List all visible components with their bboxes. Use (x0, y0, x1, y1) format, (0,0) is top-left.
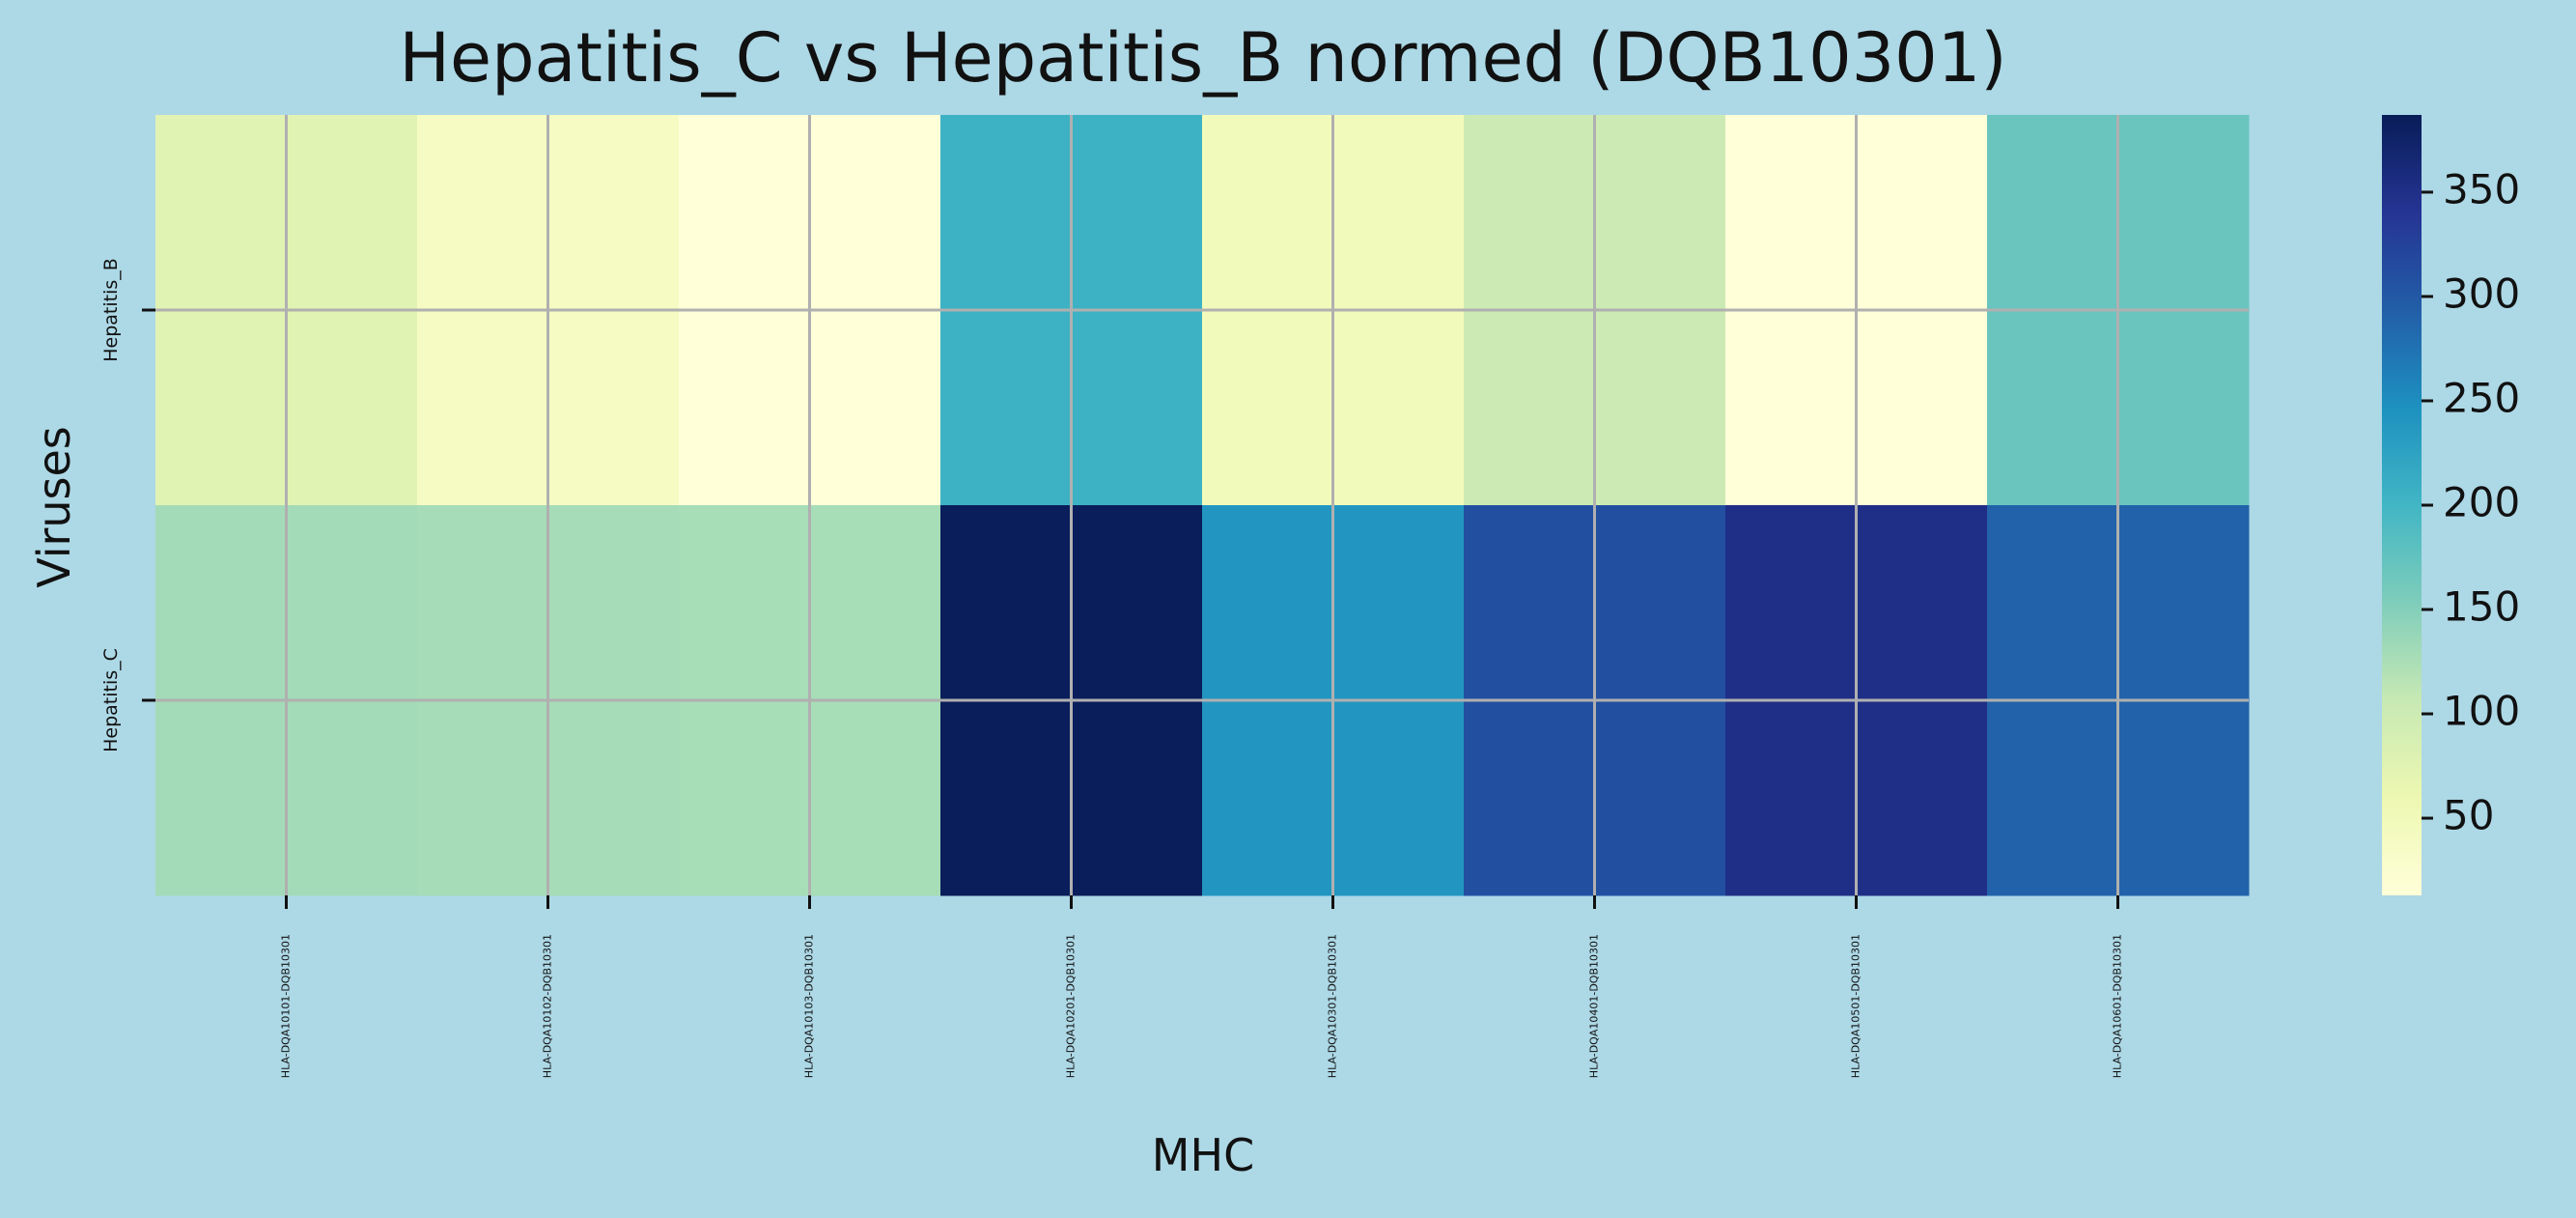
x-tick-label: HLA-DQA10601-DQB10301 (2112, 934, 2124, 1078)
colorbar-tick-label: 200 (2443, 479, 2520, 526)
x-axis-label: MHC (1152, 1129, 1254, 1181)
colorbar (2382, 115, 2422, 895)
x-tick-label: HLA-DQA10101-DQB10301 (280, 934, 293, 1078)
y-axis-ticks: Hepatitis_B Hepatitis_C (100, 258, 155, 752)
x-tick-label: HLA-DQA10501-DQB10301 (1850, 934, 1862, 1078)
colorbar-tick-label: 100 (2443, 688, 2520, 735)
x-axis-ticks: HLA-DQA10101-DQB10301 HLA-DQA10102-DQB103… (280, 895, 2124, 1078)
y-tick-label: Hepatitis_B (100, 258, 122, 362)
colorbar-tick-label: 300 (2443, 269, 2520, 317)
colorbar-ticks: 50 100 150 200 250 300 350 (2422, 165, 2520, 839)
chart-title: Hepatitis_C vs Hepatitis_B normed (DQB10… (399, 18, 2006, 98)
colorbar-tick-label: 150 (2443, 583, 2520, 631)
colorbar-tick-label: 350 (2443, 165, 2520, 212)
y-axis-label: Viruses (28, 426, 80, 588)
heatmap-grid (155, 115, 2249, 895)
heatmap-cells (155, 115, 2250, 896)
x-tick-label: HLA-DQA10301-DQB10301 (1327, 934, 1339, 1078)
y-tick-label: Hepatitis_C (100, 648, 122, 752)
x-tick-label: HLA-DQA10201-DQB10301 (1065, 934, 1078, 1078)
x-tick-label: HLA-DQA10102-DQB10301 (542, 934, 554, 1078)
x-tick-label: HLA-DQA10103-DQB10301 (803, 934, 816, 1078)
x-tick-label: HLA-DQA10401-DQB10301 (1588, 934, 1601, 1078)
colorbar-tick-label: 50 (2443, 792, 2494, 839)
colorbar-tick-label: 250 (2443, 374, 2520, 421)
